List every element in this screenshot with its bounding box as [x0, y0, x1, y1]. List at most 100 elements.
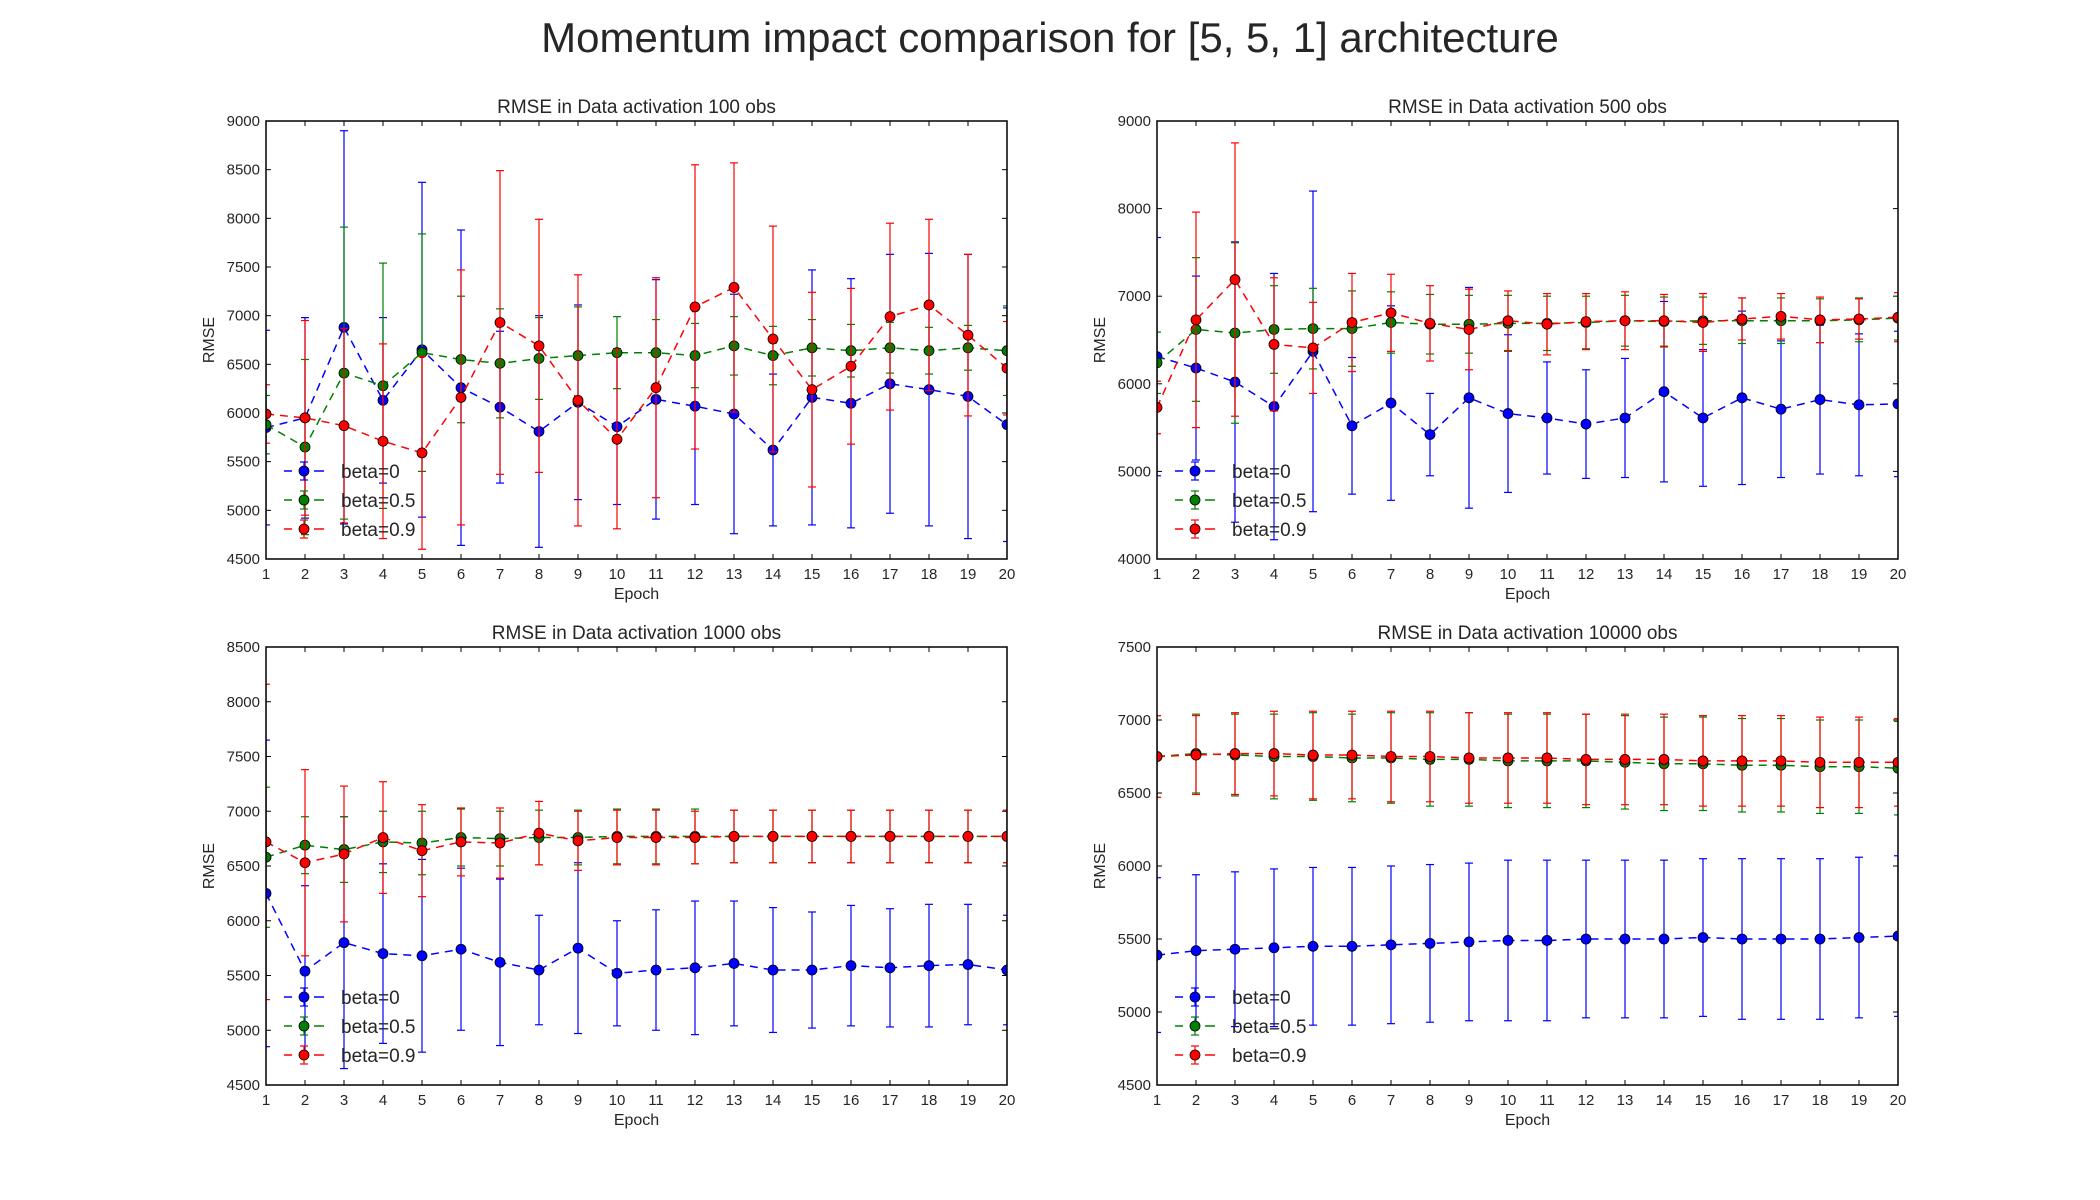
data-point	[1619, 315, 1631, 327]
data-point	[1463, 392, 1475, 404]
x-tick-label: 13	[726, 566, 743, 583]
data-point	[1853, 399, 1865, 411]
data-point	[1892, 311, 1898, 323]
data-point	[416, 447, 428, 459]
y-tick-label: 7500	[227, 259, 260, 276]
data-point	[884, 962, 896, 974]
data-point	[1463, 324, 1475, 335]
x-tick-label: 10	[609, 1092, 626, 1109]
legend-label: beta=0	[341, 462, 400, 483]
x-tick-label: 2	[301, 566, 309, 583]
data-point	[1502, 935, 1514, 946]
subplot-title: RMSE in Data activation 1000 obs	[492, 623, 781, 644]
data-point	[299, 965, 311, 977]
x-tick-label: 20	[1890, 566, 1907, 583]
data-point	[1775, 933, 1787, 945]
series-line	[266, 325, 1007, 452]
x-tick-label: 16	[1734, 566, 1751, 583]
data-point	[806, 964, 818, 976]
x-tick-label: 8	[535, 1092, 543, 1109]
data-point	[1385, 939, 1397, 951]
y-tick-label: 5500	[227, 968, 260, 985]
data-point	[767, 964, 779, 976]
y-tick-label: 5500	[1118, 931, 1151, 948]
x-tick-label: 19	[1851, 566, 1868, 583]
data-point	[1424, 937, 1436, 949]
data-point	[1502, 408, 1514, 419]
data-point	[1157, 402, 1163, 413]
data-point	[1736, 755, 1748, 767]
data-point	[1157, 751, 1163, 762]
y-tick-label: 6000	[1118, 376, 1151, 393]
y-axis-label: RMSE	[201, 843, 218, 889]
x-tick-label: 6	[1348, 566, 1356, 583]
y-tick-label: 8000	[227, 210, 260, 227]
data-point	[1307, 940, 1319, 952]
data-point	[377, 948, 389, 959]
y-tick-label: 7000	[227, 308, 260, 325]
subplot-title: RMSE in Data activation 100 obs	[497, 97, 776, 118]
x-tick-label: 9	[1465, 566, 1473, 583]
data-point	[1697, 932, 1709, 943]
x-tick-label: 5	[1309, 1092, 1317, 1109]
legend-marker	[1189, 523, 1201, 535]
data-point	[1619, 754, 1631, 765]
figure-title: Momentum impact comparison for [5, 5, 1]…	[541, 14, 1559, 61]
x-tick-label: 12	[1578, 566, 1595, 583]
y-axis-label: RMSE	[1092, 317, 1109, 363]
x-tick-label: 4	[1270, 566, 1278, 583]
x-tick-label: 7	[496, 1092, 504, 1109]
x-tick-label: 14	[1656, 1092, 1673, 1109]
data-point	[1658, 315, 1670, 327]
x-tick-label: 12	[1578, 1092, 1595, 1109]
data-point	[1853, 756, 1865, 768]
data-point	[1502, 752, 1514, 764]
subplot-title: RMSE in Data activation 10000 obs	[1378, 623, 1678, 644]
data-point	[1580, 418, 1592, 430]
x-tick-label: 20	[1890, 1092, 1907, 1109]
x-tick-label: 9	[574, 1092, 582, 1109]
y-tick-label: 6000	[1118, 858, 1151, 875]
data-point	[572, 394, 584, 406]
axes-frame	[1156, 646, 1899, 1086]
legend-label: beta=0.5	[341, 1017, 416, 1038]
x-tick-label: 15	[1695, 1092, 1712, 1109]
data-point	[1853, 313, 1865, 325]
legend-marker	[298, 1049, 310, 1061]
x-tick-label: 9	[574, 566, 582, 583]
data-point	[650, 382, 662, 394]
legend-marker	[1189, 991, 1201, 1003]
legend-label: beta=0.9	[341, 520, 416, 541]
x-axis-label: Epoch	[1505, 1112, 1550, 1129]
y-tick-label: 6500	[1118, 785, 1151, 802]
data-point	[1619, 412, 1631, 424]
data-point	[923, 299, 935, 311]
data-point	[1814, 394, 1826, 405]
data-point	[377, 832, 389, 843]
axes-frame	[265, 120, 1008, 560]
data-point	[1463, 752, 1475, 764]
y-tick-label: 5000	[1118, 463, 1151, 480]
legend-label: beta=0	[1232, 462, 1291, 483]
data-point	[299, 412, 311, 424]
data-point	[728, 831, 740, 842]
x-tick-label: 10	[1500, 1092, 1517, 1109]
data-point	[1385, 751, 1397, 762]
y-tick-label: 8000	[1118, 201, 1151, 218]
x-tick-label: 20	[999, 1092, 1016, 1109]
data-point	[1346, 749, 1358, 761]
data-point	[416, 845, 428, 857]
plot-area	[1157, 142, 1898, 541]
y-tick-label: 7500	[227, 749, 260, 766]
data-point	[611, 832, 623, 843]
data-point	[1658, 933, 1670, 945]
y-tick-label: 4500	[227, 1077, 260, 1094]
data-point	[455, 943, 467, 955]
data-point	[1157, 949, 1163, 961]
data-point	[1814, 314, 1826, 326]
x-tick-label: 15	[804, 566, 821, 583]
data-point	[1229, 748, 1241, 759]
x-tick-label: 11	[648, 566, 664, 583]
